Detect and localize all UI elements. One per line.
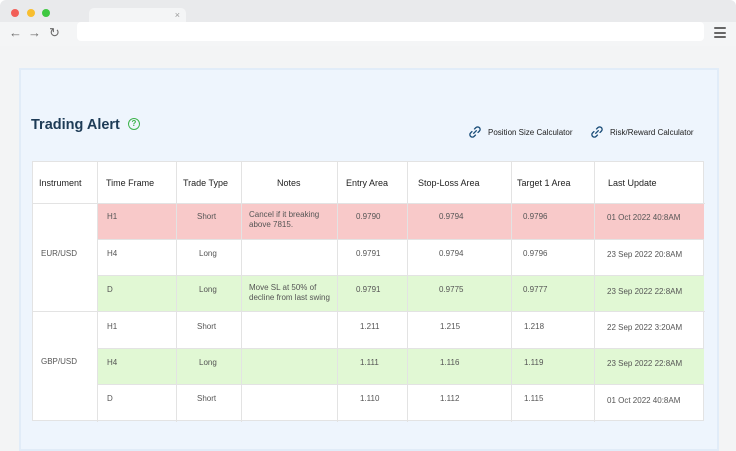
stop-loss-area-cell: 1.116 bbox=[440, 358, 460, 367]
table-row-highlight bbox=[97, 203, 704, 239]
notes-cell: Cancel if it breaking above 7815. bbox=[249, 210, 320, 229]
target-1-area-cell: 1.218 bbox=[524, 322, 545, 331]
instrument-cell: EUR/USD bbox=[41, 249, 78, 258]
column-header-last-update: Last Update bbox=[608, 177, 657, 188]
target-1-area-cell: 0.9796 bbox=[523, 249, 548, 258]
stop-loss-area-cell: 0.9775 bbox=[439, 285, 464, 294]
position-size-calculator-label: Position Size Calculator bbox=[488, 127, 573, 137]
column-header-trade-type: Trade Type bbox=[183, 177, 229, 188]
time-frame-cell: H4 bbox=[107, 358, 118, 367]
page-title: Trading Alert bbox=[31, 117, 120, 133]
target-1-area-cell: 1.115 bbox=[524, 394, 544, 403]
entry-area-cell: 1.211 bbox=[360, 322, 380, 331]
position-size-calculator-link[interactable]: Position Size Calculator bbox=[468, 125, 572, 139]
time-frame-cell: H1 bbox=[107, 212, 118, 221]
forward-arrow-icon[interactable]: → bbox=[28, 25, 41, 40]
browser-viewport: Trading Alert ? Position Size Calculator… bbox=[0, 46, 736, 451]
table-row-highlight bbox=[97, 348, 704, 384]
reload-icon[interactable]: ↻ bbox=[49, 25, 60, 40]
risk-reward-calculator-link[interactable]: Risk/Reward Calculator bbox=[590, 125, 694, 139]
instrument-cell: GBP/USD bbox=[41, 357, 78, 366]
column-header-target-1-area: Target 1 Area bbox=[517, 177, 571, 188]
hamburger-menu-icon[interactable] bbox=[714, 27, 726, 38]
target-1-area-cell: 0.9796 bbox=[523, 212, 548, 221]
last-update-cell: 22 Sep 2022 3:20AM bbox=[607, 323, 683, 332]
browser-tab[interactable]: × bbox=[89, 8, 186, 22]
trading-alert-table: Instrument Time Frame Trade Type Notes E… bbox=[32, 161, 705, 422]
stop-loss-area-cell: 1.215 bbox=[440, 322, 461, 331]
last-update-cell: 01 Oct 2022 40:8AM bbox=[607, 396, 681, 405]
trade-type-cell: Short bbox=[197, 322, 217, 331]
last-update-cell: 01 Oct 2022 40:8AM bbox=[607, 213, 681, 222]
column-header-instrument: Instrument bbox=[39, 177, 82, 188]
stop-loss-area-cell: 1.112 bbox=[440, 394, 460, 403]
risk-reward-calculator-label: Risk/Reward Calculator bbox=[610, 127, 694, 137]
column-header-entry-area: Entry Area bbox=[346, 177, 389, 188]
time-frame-cell: H4 bbox=[107, 249, 118, 258]
trade-type-cell: Short bbox=[197, 212, 217, 221]
back-arrow-icon[interactable]: ← bbox=[9, 25, 22, 40]
table-row-highlight bbox=[97, 275, 704, 311]
link-icon bbox=[591, 126, 603, 138]
minimize-window-button[interactable] bbox=[27, 9, 35, 17]
address-bar[interactable] bbox=[77, 22, 704, 41]
trade-type-cell: Long bbox=[199, 285, 217, 294]
browser-toolbar: ← → ↻ bbox=[0, 22, 736, 46]
close-window-button[interactable] bbox=[11, 9, 19, 17]
entry-area-cell: 0.9790 bbox=[356, 212, 381, 221]
target-1-area-cell: 1.119 bbox=[524, 358, 544, 367]
time-frame-cell: D bbox=[107, 285, 113, 294]
notes-cell: Move SL at 50% of decline from last swin… bbox=[249, 283, 330, 302]
link-icon bbox=[469, 126, 481, 138]
stop-loss-area-cell: 0.9794 bbox=[439, 212, 464, 221]
last-update-cell: 23 Sep 2022 22:8AM bbox=[607, 287, 683, 296]
trade-type-cell: Long bbox=[199, 358, 217, 367]
maximize-window-button[interactable] bbox=[42, 9, 50, 17]
stop-loss-area-cell: 0.9794 bbox=[439, 249, 464, 258]
title-bar: × bbox=[0, 0, 736, 22]
trade-type-cell: Short bbox=[197, 394, 217, 403]
time-frame-cell: H1 bbox=[107, 322, 118, 331]
last-update-cell: 23 Sep 2022 22:8AM bbox=[607, 359, 683, 368]
help-icon[interactable]: ? bbox=[128, 118, 140, 130]
entry-area-cell: 0.9791 bbox=[356, 285, 381, 294]
tab-close-icon[interactable]: × bbox=[174, 10, 180, 20]
entry-area-cell: 0.9791 bbox=[356, 249, 381, 258]
column-header-stop-loss-area: Stop-Loss Area bbox=[418, 177, 480, 188]
entry-area-cell: 1.110 bbox=[360, 394, 380, 403]
last-update-cell: 23 Sep 2022 20:8AM bbox=[607, 250, 683, 259]
column-header-time-frame: Time Frame bbox=[106, 177, 155, 188]
time-frame-cell: D bbox=[107, 394, 113, 403]
trade-type-cell: Long bbox=[199, 249, 217, 258]
target-1-area-cell: 0.9777 bbox=[523, 285, 548, 294]
entry-area-cell: 1.111 bbox=[360, 358, 379, 367]
column-header-notes: Notes bbox=[277, 177, 301, 188]
trading-alert-panel: Trading Alert ? Position Size Calculator… bbox=[19, 68, 719, 451]
